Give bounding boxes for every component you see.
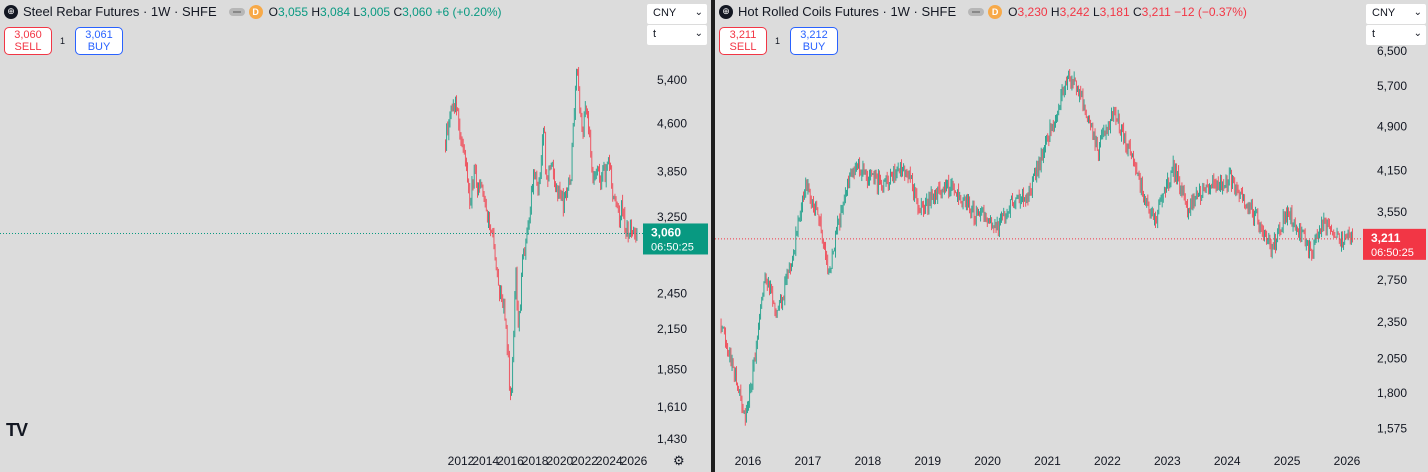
y-tick-label: 2,150 <box>657 322 687 336</box>
sell-button[interactable]: 3,060 SELL <box>4 27 52 55</box>
rebar-chart-canvas[interactable]: 1,430 1,610 1,850 2,150 2,450 3,250 3,850 4,600… <box>0 0 711 472</box>
chevron-down-icon: ⌄ <box>1413 7 1422 18</box>
y-tick-label: 2,450 <box>657 287 687 301</box>
x-tick-label: 2016 <box>497 454 524 468</box>
x-tick-label: 2023 <box>1154 454 1181 468</box>
settings-gear-icon[interactable]: ⚙ <box>673 453 685 468</box>
chevron-down-icon: ⌄ <box>694 28 703 39</box>
last-price-value: 3,060 <box>651 225 681 239</box>
rebar-symbol-title[interactable]: Steel Rebar Futures · 1W · SHFE <box>23 4 217 19</box>
order-quantity[interactable]: 1 <box>60 36 66 46</box>
buy-button[interactable]: 3,061 BUY <box>75 27 124 55</box>
y-tick-label: 1,800 <box>1377 386 1407 400</box>
candles <box>445 67 638 401</box>
y-tick-label: 1,575 <box>1377 422 1407 436</box>
order-quantity[interactable]: 1 <box>775 36 781 46</box>
x-tick-label: 2018 <box>854 454 881 468</box>
x-tick-label: 2020 <box>974 454 1001 468</box>
pane-divider[interactable] <box>711 0 715 472</box>
y-tick-label: 4,900 <box>1377 119 1407 133</box>
y-tick-label: 2,050 <box>1377 351 1407 365</box>
hrc-ohlc: O3,230 H3,242 L3,181 C3,211 −12 (−0.37%) <box>1008 4 1247 19</box>
dividends-d-icon[interactable]: D <box>248 4 263 19</box>
x-tick-label: 2019 <box>914 454 941 468</box>
sell-button[interactable]: 3,211 SELL <box>719 27 767 55</box>
chevron-down-icon: ⌄ <box>1413 28 1422 39</box>
last-price-tag[interactable]: 3,211 06:50:25 <box>1363 228 1426 260</box>
x-tick-label: 2026 <box>1334 454 1361 468</box>
hrc-legend: ⊕ Hot Rolled Coils Futures · 1W · SHFE D… <box>719 4 1247 19</box>
x-tick-label: 2020 <box>547 454 574 468</box>
y-tick-label: 5,700 <box>1377 79 1407 93</box>
y-tick-label: 1,610 <box>657 400 687 414</box>
hrc-symbol-title[interactable]: Hot Rolled Coils Futures · 1W · SHFE <box>738 4 957 19</box>
x-tick-label: 2024 <box>1214 454 1241 468</box>
candles <box>720 69 1353 426</box>
y-tick-label: 3,250 <box>657 210 687 224</box>
bar-countdown: 06:50:25 <box>1371 247 1414 259</box>
visibility-toggle-icon[interactable] <box>228 7 245 16</box>
x-tick-label: 2024 <box>596 454 623 468</box>
y-tick-label: 3,850 <box>657 164 687 178</box>
buy-button[interactable]: 3,212 BUY <box>790 27 839 55</box>
y-tick-label: 2,350 <box>1377 315 1407 329</box>
chart-pane-rebar[interactable]: 1,430 1,610 1,850 2,150 2,450 3,250 3,850 4,600… <box>0 0 711 472</box>
x-tick-label: 2018 <box>522 454 549 468</box>
bar-countdown: 06:50:25 <box>651 241 694 253</box>
y-tick-label: 3,550 <box>1377 205 1407 219</box>
x-tick-label: 2016 <box>735 454 762 468</box>
unit-select[interactable]: t ⌄ <box>647 25 707 45</box>
plot-area[interactable] <box>0 0 643 450</box>
y-tick-label: 5,400 <box>657 73 687 87</box>
visibility-toggle-icon[interactable] <box>968 7 985 16</box>
x-tick-label: 2014 <box>472 454 499 468</box>
symbol-logo-icon: ⊕ <box>719 4 733 19</box>
last-price-value: 3,211 <box>1371 231 1401 245</box>
y-tick-label: 4,150 <box>1377 164 1407 178</box>
chevron-down-icon: ⌄ <box>694 7 703 18</box>
x-tick-label: 2026 <box>621 454 648 468</box>
rebar-trade-buttons: 3,060 SELL 1 3,061 BUY <box>4 27 124 55</box>
hrc-trade-buttons: 3,211 SELL 1 3,212 BUY <box>719 27 839 55</box>
currency-select[interactable]: CNY ⌄ <box>1366 4 1426 24</box>
y-tick-label: 4,600 <box>657 116 687 130</box>
x-tick-label: 2017 <box>795 454 822 468</box>
last-price-tag[interactable]: 3,060 06:50:25 <box>643 223 708 255</box>
symbol-logo-icon: ⊕ <box>4 4 18 19</box>
hrc-chart-canvas[interactable]: 1,575 1,800 2,050 2,350 2,750 3,550 4,150 4,900… <box>715 0 1428 472</box>
y-tick-label: 1,430 <box>657 432 687 446</box>
x-tick-label: 2021 <box>1034 454 1061 468</box>
dividends-d-icon[interactable]: D <box>988 4 1003 19</box>
rebar-legend: ⊕ Steel Rebar Futures · 1W · SHFE D O3,0… <box>4 4 502 19</box>
x-tick-label: 2022 <box>1094 454 1121 468</box>
plot-area[interactable] <box>715 0 1363 450</box>
x-tick-label: 2022 <box>571 454 598 468</box>
y-tick-label: 6,500 <box>1377 44 1407 58</box>
y-tick-label: 1,850 <box>657 362 687 376</box>
y-tick-label: 2,750 <box>1377 273 1407 287</box>
x-tick-label: 2012 <box>448 454 475 468</box>
tradingview-logo-icon[interactable]: TV <box>6 420 28 440</box>
x-tick-label: 2025 <box>1274 454 1301 468</box>
rebar-ohlc: O3,055 H3,084 L3,005 C3,060 +6 (+0.20%) <box>268 4 502 19</box>
unit-select[interactable]: t ⌄ <box>1366 25 1426 45</box>
currency-select[interactable]: CNY ⌄ <box>647 4 707 24</box>
chart-pane-hrc[interactable]: 1,575 1,800 2,050 2,350 2,750 3,550 4,150 4,900… <box>715 0 1428 472</box>
